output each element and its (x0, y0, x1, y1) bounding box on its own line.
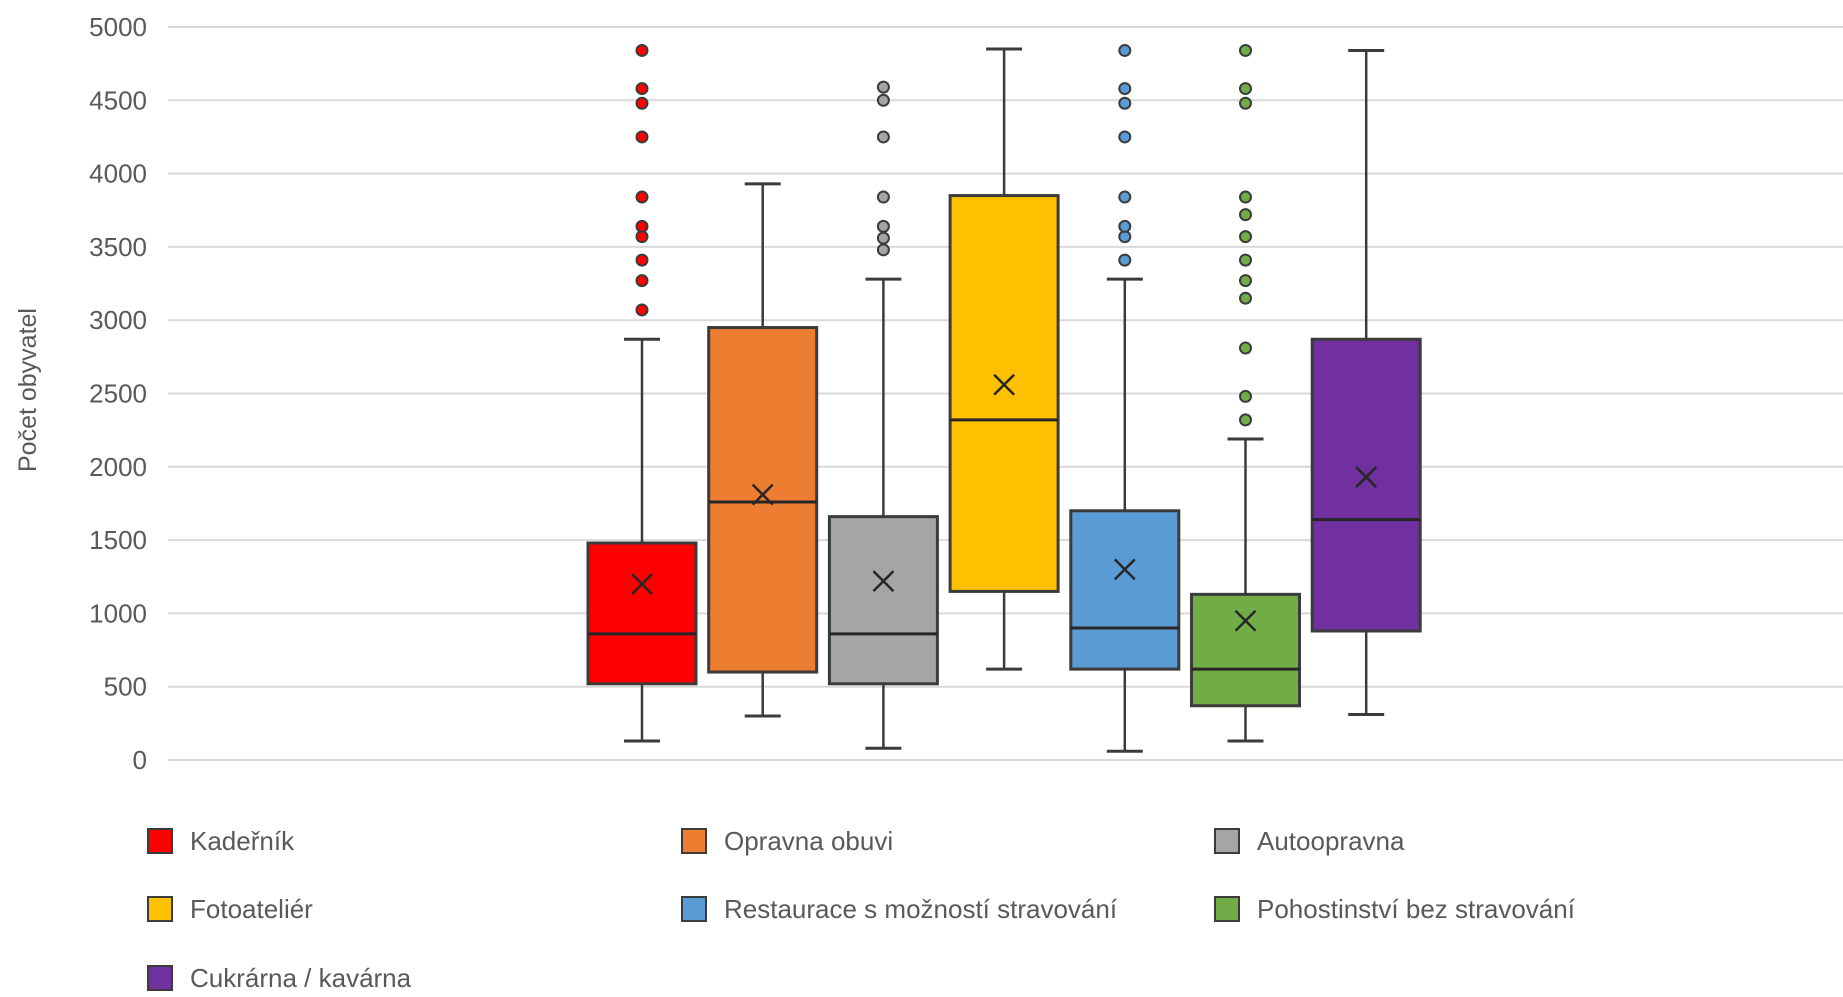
outlier-point (1239, 96, 1252, 110)
mean-marker (993, 373, 1015, 396)
y-tick-label: 500 (104, 672, 147, 702)
legend-item: Cukrárna / kavárna (147, 963, 412, 993)
outlier-point (1239, 253, 1252, 267)
legend-item: Autoopravna (1214, 826, 1405, 856)
legend-label: Opravna obuvi (724, 826, 893, 856)
outlier-point (635, 130, 649, 144)
legend-label: Cukrárna / kavárna (190, 963, 412, 993)
mean-marker (1113, 558, 1136, 581)
mean-marker (1234, 609, 1257, 632)
box-group (1069, 43, 1181, 753)
legend-item: Opravna obuvi (681, 826, 893, 856)
legend-label: Pohostinství bez stravování (1257, 894, 1576, 924)
outlier-point (1239, 291, 1252, 305)
legend-item: Restaurace s možností stravování (681, 894, 1118, 924)
outlier-point (1118, 130, 1132, 144)
outlier-point (1118, 96, 1132, 110)
box-group (827, 80, 939, 750)
legend-swatch (147, 896, 173, 922)
outlier-point (635, 253, 649, 267)
legend-label: Restaurace s možností stravování (724, 894, 1118, 924)
box-group (586, 43, 698, 743)
outlier-point (635, 43, 649, 57)
legend-swatch (1214, 828, 1240, 854)
y-tick-label: 4500 (89, 85, 147, 115)
box (586, 541, 698, 686)
outlier-point (1118, 82, 1132, 96)
outlier-point (876, 80, 890, 94)
outlier-point (1118, 253, 1132, 267)
outlier-point (1239, 230, 1252, 244)
y-tick-label: 1000 (89, 598, 147, 628)
legend-label: Autoopravna (1257, 826, 1405, 856)
outlier-point (1239, 208, 1252, 222)
box-group (707, 182, 819, 718)
box-plots (586, 43, 1422, 753)
box-group (1190, 43, 1301, 743)
y-tick-label: 3500 (89, 232, 147, 262)
outlier-point (635, 190, 649, 204)
outlier-point (876, 190, 890, 204)
outlier-point (1239, 341, 1252, 355)
legend-item: Kadeřník (147, 826, 295, 856)
legend-swatch (681, 828, 707, 854)
y-tick-label: 1500 (89, 525, 147, 555)
mean-marker (631, 573, 653, 595)
outlier-point (1118, 190, 1132, 204)
outlier-point (1118, 219, 1132, 233)
y-axis-title: Počet obyvatel (14, 308, 42, 472)
y-tick-label: 2000 (89, 452, 147, 482)
y-tick-label: 5000 (89, 12, 147, 42)
mean-marker (751, 483, 774, 506)
legend-label: Kadeřník (190, 826, 295, 856)
y-tick-label: 3000 (89, 305, 147, 335)
outlier-point (635, 303, 649, 317)
outlier-point (1239, 43, 1252, 57)
y-tick-label: 4000 (89, 159, 147, 189)
legend-swatch (1214, 896, 1240, 922)
box (948, 194, 1060, 593)
outlier-point (876, 93, 890, 107)
box-group (948, 47, 1060, 671)
outlier-point (635, 274, 649, 288)
outlier-point (635, 82, 649, 96)
outlier-point (1239, 389, 1252, 403)
legend: Kadeřník Opravna obuvi Autoopravna Fotoatel… (147, 826, 1576, 993)
y-tick-label: 0 (133, 745, 147, 775)
outlier-point (876, 243, 890, 257)
outlier-point (876, 130, 890, 144)
outlier-point (876, 219, 890, 233)
legend-swatch (147, 828, 173, 854)
mean-marker (872, 570, 895, 593)
outlier-point (1239, 274, 1252, 288)
legend-item: Pohostinství bez stravování (1214, 894, 1576, 924)
box (827, 515, 939, 686)
box (1310, 337, 1422, 633)
outlier-point (876, 231, 890, 245)
outlier-point (1118, 43, 1132, 57)
box-group (1310, 48, 1422, 717)
y-tick-label: 2500 (89, 379, 147, 409)
box (1190, 592, 1301, 708)
legend-swatch (147, 965, 173, 991)
outlier-point (1239, 82, 1252, 96)
box (707, 326, 819, 674)
y-axis-ticks: 0 500 1000 1500 2000 2500 3000 3500 4000 4500 5000 (89, 12, 147, 775)
outlier-point (1239, 413, 1252, 427)
legend-item: Fotoateliér (147, 894, 313, 924)
legend-swatch (681, 896, 707, 922)
legend-label: Fotoateliér (190, 894, 313, 924)
mean-marker (1355, 466, 1378, 488)
outlier-point (1239, 190, 1252, 204)
outlier-point (635, 96, 649, 110)
box (1069, 509, 1181, 671)
outlier-point (635, 219, 649, 233)
